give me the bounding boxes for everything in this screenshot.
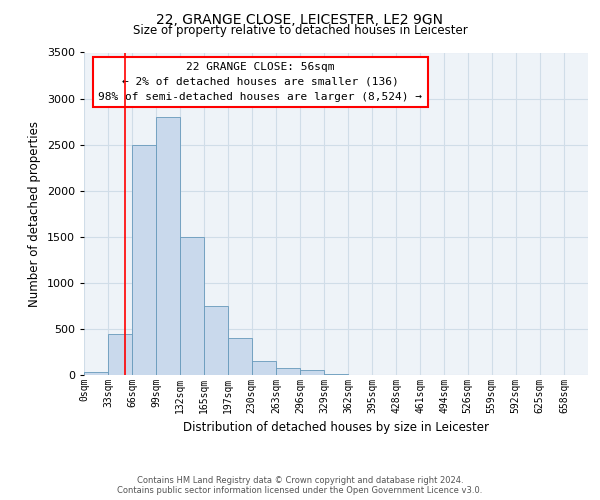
Bar [324,374,348,375]
Text: 22 GRANGE CLOSE: 56sqm
← 2% of detached houses are smaller (136)
98% of semi-det: 22 GRANGE CLOSE: 56sqm ← 2% of detached … [98,62,422,102]
Bar [276,368,300,375]
Bar [108,334,132,375]
Bar [205,306,227,375]
Text: 22, GRANGE CLOSE, LEICESTER, LE2 9GN: 22, GRANGE CLOSE, LEICESTER, LE2 9GN [157,12,443,26]
Bar [252,361,276,375]
Text: Size of property relative to detached houses in Leicester: Size of property relative to detached ho… [133,24,467,37]
X-axis label: Distribution of detached houses by size in Leicester: Distribution of detached houses by size … [183,422,489,434]
Bar [300,370,324,375]
Bar [156,117,180,375]
Bar [132,144,156,375]
Y-axis label: Number of detached properties: Number of detached properties [28,120,41,306]
Text: Contains HM Land Registry data © Crown copyright and database right 2024.
Contai: Contains HM Land Registry data © Crown c… [118,476,482,495]
Bar [180,237,205,375]
Bar [227,338,252,375]
Bar [84,372,108,375]
